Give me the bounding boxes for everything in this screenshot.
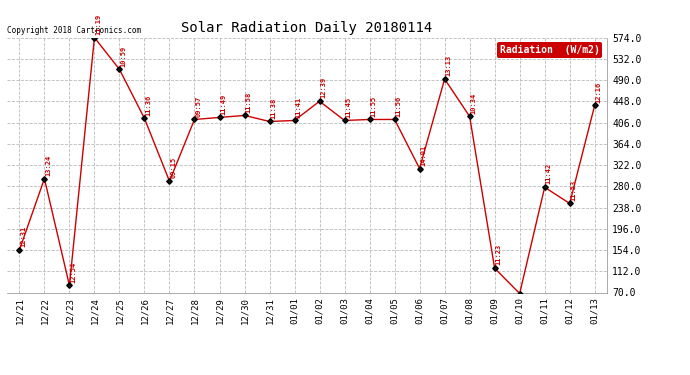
Text: 11:42: 11:42 — [546, 163, 552, 184]
Text: 11:55: 11:55 — [371, 95, 377, 117]
Text: 11:49: 11:49 — [221, 93, 227, 115]
Text: 09:15: 09:15 — [170, 157, 177, 178]
Text: 11:41: 11:41 — [296, 96, 302, 118]
Text: 11:19: 11:19 — [96, 13, 101, 35]
Legend: Radiation  (W/m2): Radiation (W/m2) — [497, 42, 602, 58]
Text: 12:31: 12:31 — [21, 226, 27, 247]
Text: 13:13: 13:13 — [446, 55, 452, 76]
Text: 11:58: 11:58 — [246, 92, 252, 112]
Text: 11:45: 11:45 — [346, 96, 352, 118]
Title: Solar Radiation Daily 20180114: Solar Radiation Daily 20180114 — [181, 21, 433, 35]
Text: 13:24: 13:24 — [46, 154, 52, 176]
Text: 12:54: 12:54 — [70, 261, 77, 283]
Text: 11:23: 11:23 — [496, 244, 502, 266]
Text: 11:38: 11:38 — [270, 98, 277, 119]
Text: 11:56: 11:56 — [396, 95, 402, 117]
Text: 10:59: 10:59 — [121, 45, 127, 67]
Text: 12:39: 12:39 — [321, 77, 327, 99]
Text: 09:57: 09:57 — [196, 95, 201, 117]
Text: 10:51: 10:51 — [0, 374, 1, 375]
Text: 10:34: 10:34 — [471, 92, 477, 114]
Text: 14:01: 14:01 — [421, 144, 427, 166]
Text: Copyright 2018 Cartronics.com: Copyright 2018 Cartronics.com — [7, 26, 141, 35]
Text: 11:53: 11:53 — [571, 179, 577, 201]
Text: 12:16: 12:16 — [596, 81, 602, 102]
Text: 11:36: 11:36 — [146, 94, 152, 116]
